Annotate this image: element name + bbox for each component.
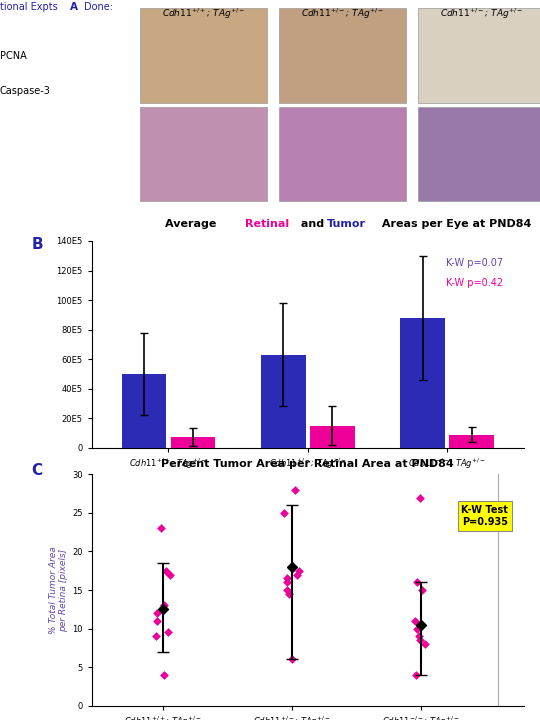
Point: [152, 631, 160, 642]
Point: [165, 569, 174, 580]
Bar: [279, 107, 406, 201]
Bar: [122, 374, 166, 448]
Point: [162, 565, 171, 577]
Point: [418, 584, 427, 595]
Bar: [140, 8, 267, 102]
Text: Area [pixels]: Area [pixels]: [0, 361, 1, 418]
Point: [295, 565, 303, 577]
Bar: [449, 434, 494, 448]
Point: [421, 638, 429, 649]
Text: K-W p=0.07: K-W p=0.07: [446, 258, 503, 268]
Text: Areas per Eye at PND84: Areas per Eye at PND84: [378, 219, 531, 228]
Y-axis label: % Total Tumor Area
per Retina [pixels]: % Total Tumor Area per Retina [pixels]: [49, 546, 68, 634]
Point: [411, 615, 420, 626]
Point: [280, 507, 288, 518]
Bar: [310, 426, 355, 448]
Text: Done:: Done:: [84, 2, 113, 12]
Text: Retinal and Tumor: Retinal and Tumor: [0, 262, 1, 344]
Text: Average: Average: [165, 219, 220, 228]
Point: [285, 588, 293, 600]
Point: [293, 569, 301, 580]
Point: [282, 584, 291, 595]
Text: Tumor: Tumor: [327, 219, 366, 228]
Point: [291, 484, 299, 495]
Bar: [400, 318, 445, 448]
Text: PCNA: PCNA: [0, 51, 27, 61]
Title: Percent Tumor Area per Retinal Area at PND84: Percent Tumor Area per Retinal Area at P…: [161, 459, 454, 469]
Point: [282, 577, 291, 588]
Text: Caspase-3: Caspase-3: [0, 86, 51, 96]
Text: K-W p=0.42: K-W p=0.42: [446, 279, 503, 289]
Bar: [418, 107, 540, 201]
Point: [160, 669, 168, 680]
Text: C: C: [31, 463, 43, 478]
Point: [413, 577, 422, 588]
Point: [164, 626, 173, 638]
Point: [415, 492, 424, 503]
Bar: [171, 437, 215, 448]
Point: [160, 600, 168, 611]
Bar: [418, 8, 540, 102]
Point: [288, 654, 296, 665]
Text: B: B: [31, 237, 43, 252]
Point: [413, 623, 422, 634]
Point: [153, 615, 161, 626]
Text: $Cdh11^{+/+}$; $TAg^{+/-}$: $Cdh11^{+/+}$; $TAg^{+/-}$: [162, 6, 246, 21]
Point: [157, 523, 165, 534]
Text: $Cdh11^{+/-}$; $TAg^{+/-}$: $Cdh11^{+/-}$; $TAg^{+/-}$: [301, 6, 384, 21]
Text: A: A: [70, 2, 78, 12]
Bar: [261, 355, 306, 448]
Point: [153, 608, 161, 619]
Bar: [140, 107, 267, 201]
Text: Retinal: Retinal: [245, 219, 289, 228]
Bar: [279, 8, 406, 102]
Text: K-W Test
P=0.935: K-W Test P=0.935: [462, 505, 508, 527]
Point: [411, 669, 420, 680]
Point: [414, 631, 423, 642]
Text: tional Expts: tional Expts: [0, 2, 58, 12]
Point: [283, 572, 292, 584]
Text: and: and: [297, 219, 328, 228]
Point: [416, 634, 424, 646]
Text: $Cdh11^{+/-}$; $TAg^{+/-}$: $Cdh11^{+/-}$; $TAg^{+/-}$: [440, 6, 523, 21]
